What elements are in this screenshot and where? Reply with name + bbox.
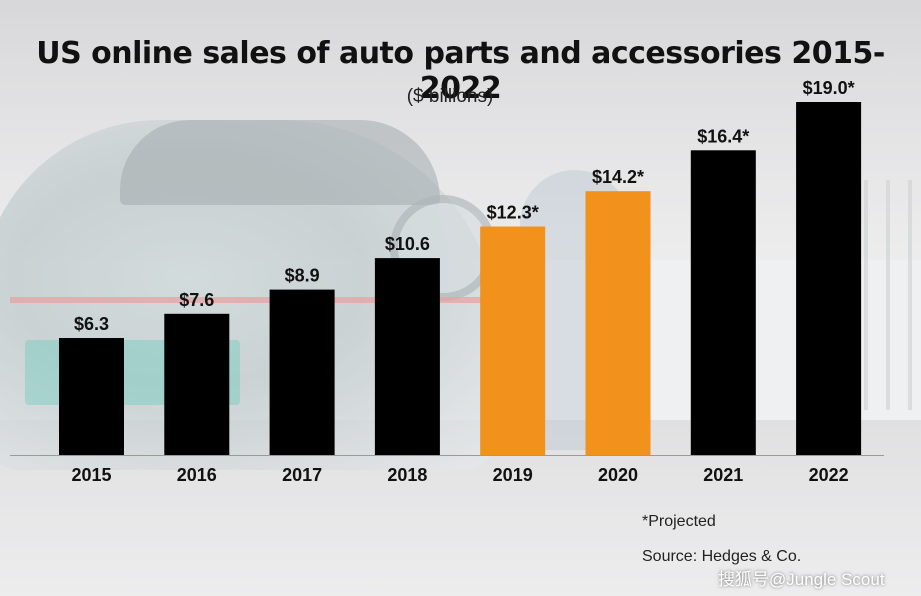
bar-2017 xyxy=(269,289,335,455)
bar-2022 xyxy=(796,102,862,455)
data-label-2022: $19.0* xyxy=(803,78,855,98)
x-tick-label-2016: 2016 xyxy=(177,465,217,485)
chart-subtitle: ($ billions) xyxy=(406,86,494,107)
bar-2016 xyxy=(164,313,230,455)
projected-note: *Projected xyxy=(642,513,716,530)
chart-title: US online sales of auto parts and access… xyxy=(36,36,885,106)
bar-2021 xyxy=(690,150,756,456)
data-label-2016: $7.6 xyxy=(179,290,214,310)
data-label-2017: $8.9 xyxy=(285,266,320,286)
x-tick-label-2019: 2019 xyxy=(493,465,533,485)
x-tick-label-2020: 2020 xyxy=(598,465,638,485)
x-tick-labels-group: 2015 2016 2017 2018 2019 2020 2021 2022 xyxy=(71,465,848,485)
data-label-2019: $12.3* xyxy=(487,203,539,223)
data-labels-group: $6.3 $7.6 $8.9 $10.6 $12.3* $14.2* $16.4* $19.0… xyxy=(74,78,855,334)
watermark: 搜狐号@Jungle Scout xyxy=(718,570,885,589)
x-tick-label-2021: 2021 xyxy=(703,465,743,485)
x-tick-label-2018: 2018 xyxy=(387,465,427,485)
data-label-2021: $16.4* xyxy=(697,126,749,146)
bar-2015 xyxy=(59,338,124,455)
x-tick-label-2017: 2017 xyxy=(282,465,322,485)
x-tick-label-2015: 2015 xyxy=(71,465,111,485)
bar-2020 xyxy=(585,191,651,455)
data-label-2015: $6.3 xyxy=(74,314,109,334)
data-label-2020: $14.2* xyxy=(592,167,644,187)
bar-2019 xyxy=(480,226,546,455)
x-tick-label-2022: 2022 xyxy=(809,465,849,485)
data-label-2018: $10.6 xyxy=(385,234,430,254)
source-note: Source: Hedges & Co. xyxy=(642,548,802,565)
bars-group xyxy=(59,102,862,456)
bar-2018 xyxy=(374,258,440,455)
